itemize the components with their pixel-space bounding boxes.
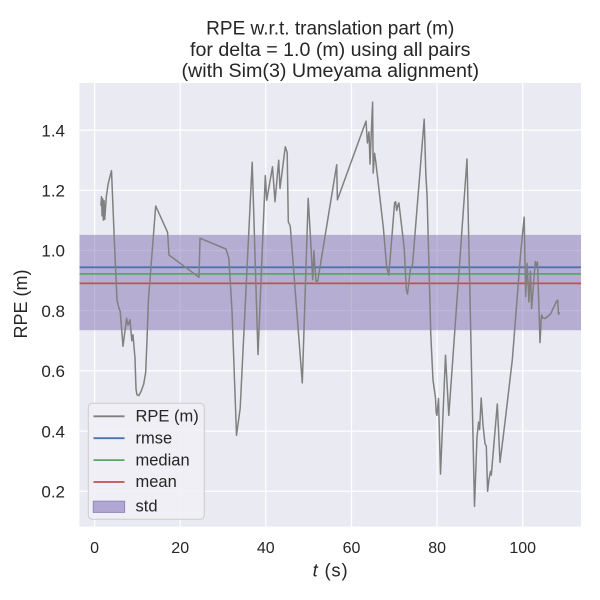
svg-text:0.4: 0.4 <box>41 422 65 441</box>
svg-text:RPE (m): RPE (m) <box>136 408 199 426</box>
svg-text:mean: mean <box>136 473 177 491</box>
svg-text:RPE (m): RPE (m) <box>11 270 31 339</box>
svg-text:1.4: 1.4 <box>41 121 65 140</box>
svg-text:0: 0 <box>90 540 99 557</box>
svg-text:0.8: 0.8 <box>41 302 65 321</box>
svg-text:80: 80 <box>428 540 446 557</box>
svg-text:60: 60 <box>343 540 361 557</box>
svg-text:100: 100 <box>509 540 536 557</box>
svg-text:1.0: 1.0 <box>41 242 65 261</box>
svg-text:RPE w.r.t. translation part (m: RPE w.r.t. translation part (m) <box>206 19 454 40</box>
svg-text:for delta = 1.0 (m) using all: for delta = 1.0 (m) using all pairs <box>190 39 471 61</box>
svg-text:1.2: 1.2 <box>41 182 65 201</box>
svg-text:t (s): t (s) <box>313 560 349 581</box>
svg-text:0.2: 0.2 <box>41 483 65 502</box>
svg-text:(with Sim(3) Umeyama alignment: (with Sim(3) Umeyama alignment) <box>181 60 479 82</box>
svg-text:20: 20 <box>171 540 189 557</box>
svg-text:40: 40 <box>257 540 275 557</box>
svg-text:0.6: 0.6 <box>41 362 65 381</box>
svg-text:std: std <box>136 497 158 515</box>
svg-text:rmse: rmse <box>136 429 173 447</box>
svg-text:median: median <box>136 451 190 469</box>
